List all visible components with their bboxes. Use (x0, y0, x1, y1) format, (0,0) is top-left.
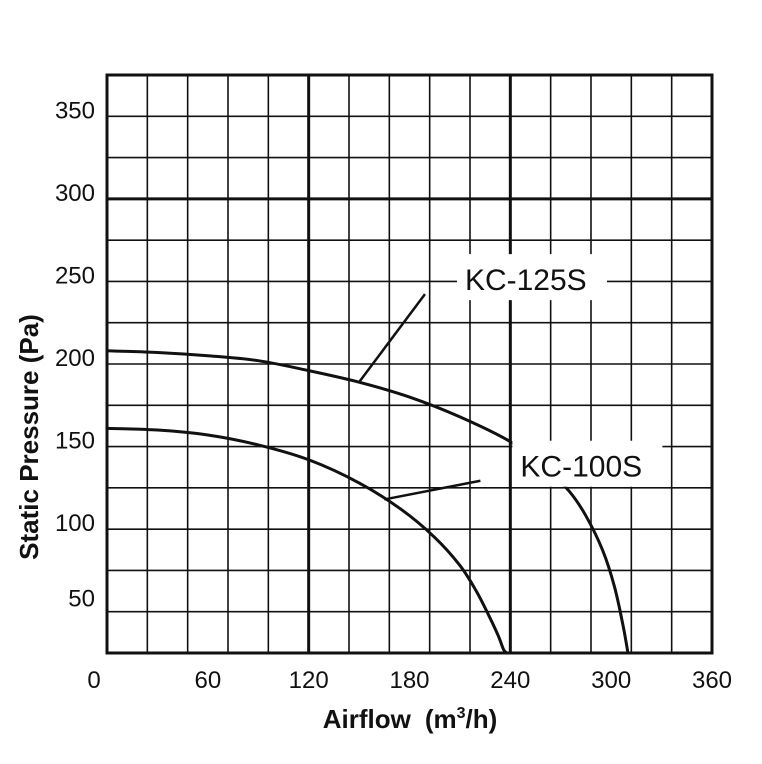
x-tick-label: 300 (591, 667, 631, 694)
y-tick-label: 200 (55, 345, 95, 372)
callout-label-kc-100s: KC-100S (520, 451, 642, 484)
x-tick-label: 120 (289, 667, 329, 694)
y-tick-label: 300 (55, 180, 95, 207)
x-axis-unit-pre: (m (425, 704, 457, 734)
y-tick-label: 350 (55, 97, 95, 124)
y-tick-label: 50 (68, 586, 95, 613)
y-axis-title: Static Pressure (Pa) (14, 314, 44, 560)
callout-label-kc-125s: KC-125S (465, 264, 587, 297)
x-tick-label: 240 (490, 667, 530, 694)
x-tick-label: 0 (87, 667, 100, 694)
x-tick-label: 60 (194, 667, 221, 694)
x-axis-title: Airflow (m3/h) (323, 704, 498, 734)
annotations: KC-125S KC-100S (358, 254, 663, 501)
callout-box-kc-125s (456, 254, 607, 301)
x-tick-label: 180 (389, 667, 429, 694)
series-line-kc-125s (106, 349, 630, 654)
y-tick-label: 150 (55, 428, 95, 455)
y-tick-label: 250 (55, 262, 95, 289)
x-axis-unit-post: /h) (466, 704, 498, 734)
x-axis-unit-sup: 3 (457, 705, 466, 722)
series-line-kc-100s (106, 426, 509, 655)
x-tick-label: 360 (692, 667, 732, 694)
callout-leader-kc-125s (358, 293, 426, 383)
callout-leader-kc-100s (384, 479, 481, 501)
callout-box-kc-100s (512, 440, 663, 487)
curves (106, 349, 630, 655)
x-axis-title-text: Airflow (323, 704, 412, 734)
x-tick-labels: 0 60 120 180 240 300 360 (87, 667, 732, 694)
plot-frame (105, 73, 714, 655)
grid (105, 73, 714, 655)
y-tick-label: 100 (55, 510, 95, 537)
y-tick-labels: 50 100 150 200 250 300 350 (55, 97, 95, 612)
